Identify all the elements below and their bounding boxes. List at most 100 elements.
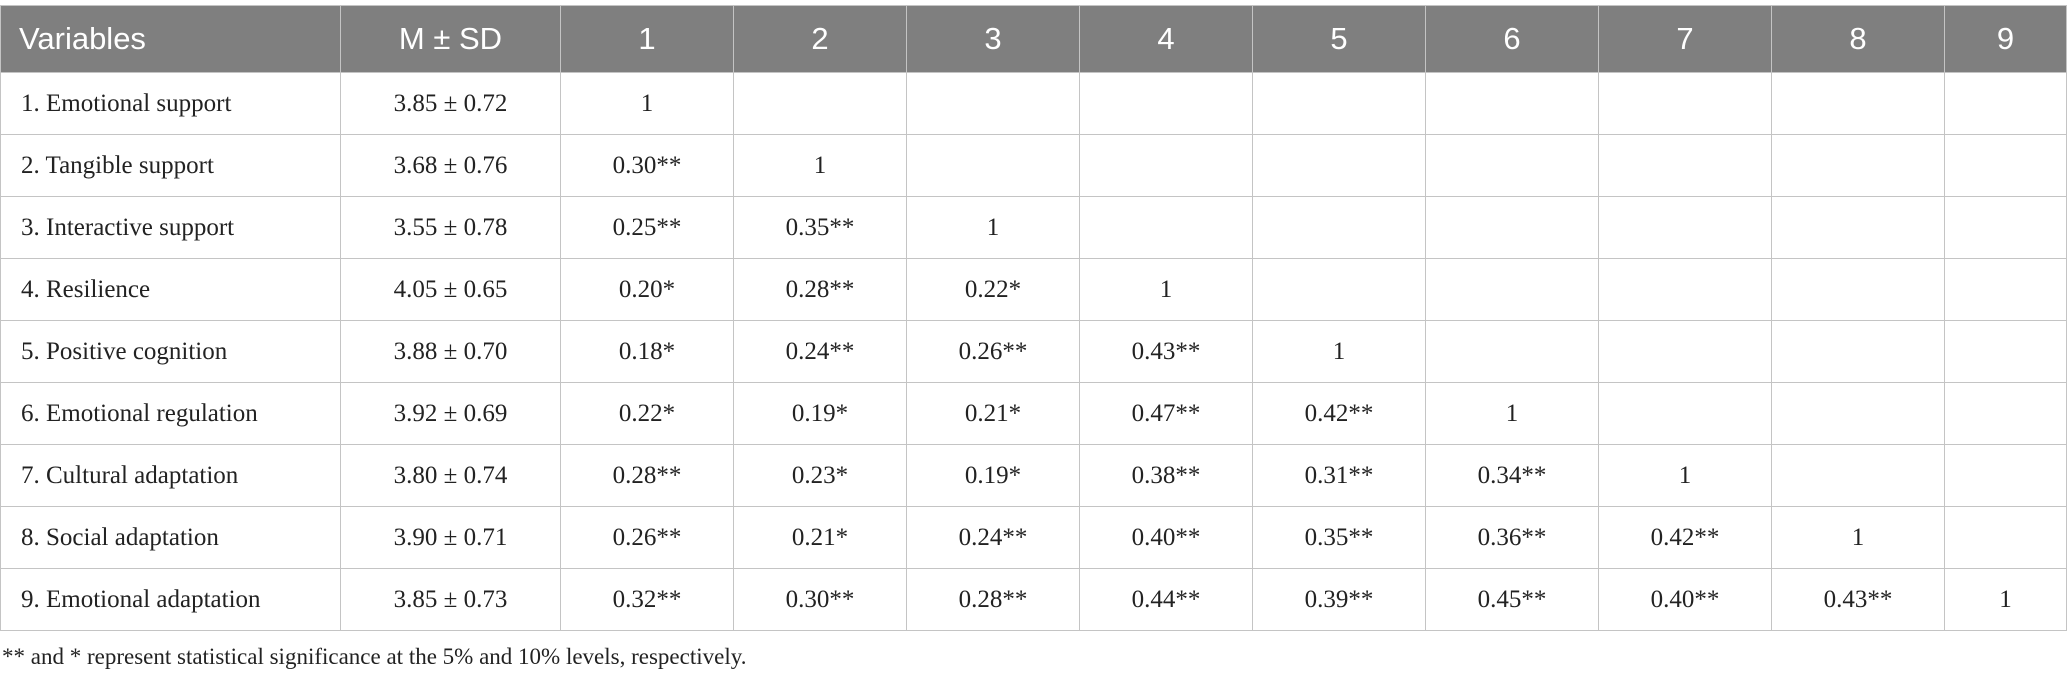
table-row: 8. Social adaptation 3.90 ± 0.71 0.26** 0.2… — [0, 506, 2067, 569]
cell — [1425, 258, 1599, 321]
header-row: Variables M ± SD 1 2 3 4 5 6 7 8 9 — [0, 5, 2067, 73]
cell: 3.90 ± 0.71 — [340, 506, 561, 569]
cell — [1598, 382, 1772, 445]
cell — [733, 72, 907, 135]
table-body: 1. Emotional support 3.85 ± 0.72 1 2. Tangi… — [0, 72, 2067, 631]
cell: 1 — [906, 196, 1080, 259]
cell: 0.40** — [1598, 568, 1772, 631]
row-label: 8. Social adaptation — [0, 506, 341, 569]
header-cell: 2 — [733, 5, 907, 73]
cell: 1 — [560, 72, 734, 135]
row-label: 9. Emotional adaptation — [0, 568, 341, 631]
cell — [1771, 382, 1945, 445]
header-cell: 4 — [1079, 5, 1253, 73]
cell — [1598, 196, 1772, 259]
cell: 0.35** — [1252, 506, 1426, 569]
header-cell: 8 — [1771, 5, 1945, 73]
cell — [1944, 382, 2067, 445]
header-cell: Variables — [0, 5, 341, 73]
cell — [1771, 72, 1945, 135]
cell: 0.28** — [733, 258, 907, 321]
correlation-table: Variables M ± SD 1 2 3 4 5 6 7 8 9 1. Emotional su… — [0, 5, 2067, 631]
cell — [1944, 506, 2067, 569]
cell: 0.43** — [1079, 320, 1253, 383]
cell: 0.42** — [1252, 382, 1426, 445]
cell: 3.92 ± 0.69 — [340, 382, 561, 445]
table-row: 2. Tangible support 3.68 ± 0.76 0.30** 1 — [0, 134, 2067, 197]
cell: 1 — [1079, 258, 1253, 321]
cell: 0.22* — [906, 258, 1080, 321]
header-cell: 6 — [1425, 5, 1599, 73]
cell — [1771, 258, 1945, 321]
table-row: 5. Positive cognition 3.88 ± 0.70 0.18* 0.2… — [0, 320, 2067, 383]
cell: 0.43** — [1771, 568, 1945, 631]
header-cell: 9 — [1944, 5, 2067, 73]
cell — [1252, 134, 1426, 197]
cell: 0.20* — [560, 258, 734, 321]
cell: 0.19* — [733, 382, 907, 445]
footnote: ** and * represent statistical significa… — [2, 644, 747, 669]
cell — [1771, 134, 1945, 197]
cell — [1425, 72, 1599, 135]
cell — [1598, 134, 1772, 197]
cell: 0.30** — [560, 134, 734, 197]
cell — [1425, 134, 1599, 197]
table-row: 3. Interactive support 3.55 ± 0.78 0.25** 0… — [0, 196, 2067, 259]
cell — [1944, 196, 2067, 259]
cell: 1 — [1425, 382, 1599, 445]
cell — [1598, 320, 1772, 383]
cell — [1425, 196, 1599, 259]
cell — [1425, 320, 1599, 383]
cell: 3.68 ± 0.76 — [340, 134, 561, 197]
cell — [1771, 196, 1945, 259]
header-cell: 1 — [560, 5, 734, 73]
cell: 0.47** — [1079, 382, 1253, 445]
cell — [1598, 72, 1772, 135]
cell: 0.21* — [733, 506, 907, 569]
cell — [1252, 196, 1426, 259]
cell: 0.44** — [1079, 568, 1253, 631]
header-cell: 5 — [1252, 5, 1426, 73]
cell — [1079, 134, 1253, 197]
header-cell: 7 — [1598, 5, 1772, 73]
cell — [1771, 444, 1945, 507]
cell: 3.85 ± 0.72 — [340, 72, 561, 135]
row-label: 5. Positive cognition — [0, 320, 341, 383]
cell — [1944, 134, 2067, 197]
row-label: 4. Resilience — [0, 258, 341, 321]
cell — [1598, 258, 1772, 321]
cell: 3.85 ± 0.73 — [340, 568, 561, 631]
cell: 0.26** — [560, 506, 734, 569]
cell — [1944, 72, 2067, 135]
cell: 0.21* — [906, 382, 1080, 445]
cell: 0.45** — [1425, 568, 1599, 631]
table-row: 1. Emotional support 3.85 ± 0.72 1 — [0, 72, 2067, 135]
cell: 1 — [1944, 568, 2067, 631]
cell: 0.25** — [560, 196, 734, 259]
cell — [1079, 196, 1253, 259]
cell — [906, 72, 1080, 135]
cell: 1 — [733, 134, 907, 197]
row-label: 1. Emotional support — [0, 72, 341, 135]
cell: 0.22* — [560, 382, 734, 445]
cell: 3.80 ± 0.74 — [340, 444, 561, 507]
cell — [1944, 320, 2067, 383]
cell: 3.88 ± 0.70 — [340, 320, 561, 383]
cell: 0.30** — [733, 568, 907, 631]
cell: 0.38** — [1079, 444, 1253, 507]
cell — [1771, 320, 1945, 383]
cell: 3.55 ± 0.78 — [340, 196, 561, 259]
cell: 1 — [1252, 320, 1426, 383]
cell: 0.18* — [560, 320, 734, 383]
cell: 0.28** — [906, 568, 1080, 631]
cell: 0.34** — [1425, 444, 1599, 507]
cell — [1944, 258, 2067, 321]
cell: 0.36** — [1425, 506, 1599, 569]
cell: 1 — [1771, 506, 1945, 569]
cell — [906, 134, 1080, 197]
cell: 0.28** — [560, 444, 734, 507]
cell: 0.19* — [906, 444, 1080, 507]
row-label: 6. Emotional regulation — [0, 382, 341, 445]
cell — [1252, 72, 1426, 135]
